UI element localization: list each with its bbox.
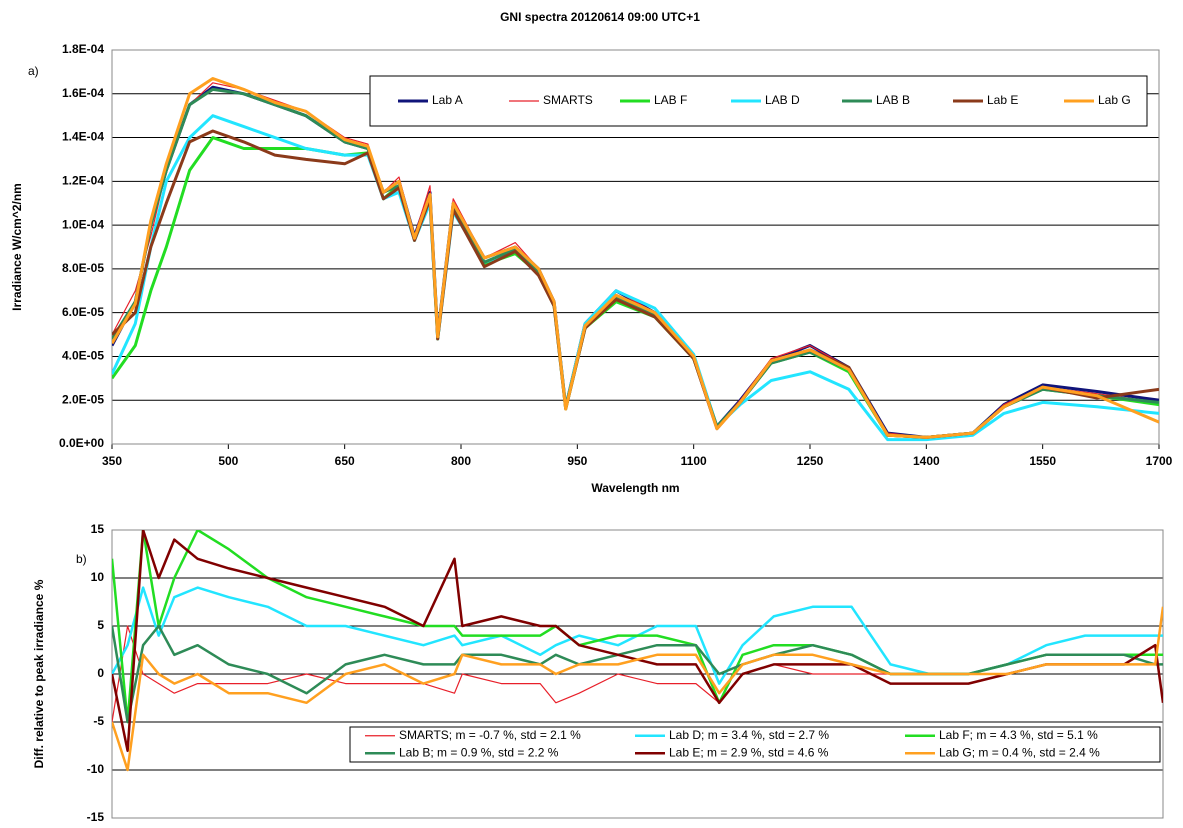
x-tick-label: 650 [335, 454, 355, 468]
x-tick-label: 950 [567, 454, 587, 468]
legend-label: Lab G [1098, 93, 1131, 107]
y-tick-label: 6.0E-05 [62, 305, 104, 319]
legend-label: LAB D [765, 93, 800, 107]
legend-label: LAB F [654, 93, 687, 107]
x-tick-label: 500 [218, 454, 238, 468]
x-tick-label: 1550 [1029, 454, 1056, 468]
data-line [112, 136, 1159, 439]
x-tick-label: 1250 [797, 454, 824, 468]
x-tick-label: 800 [451, 454, 471, 468]
x-tick-label: 1700 [1146, 454, 1173, 468]
legend-label: LAB B [876, 93, 910, 107]
y-tick-label: 5 [97, 618, 104, 632]
data-line [112, 87, 1159, 439]
legend-label: Lab E; m = 2.9 %, std = 4.6 % [669, 745, 829, 759]
plot-frame [111, 49, 1160, 445]
data-line [112, 129, 1159, 439]
y-tick-label: 8.0E-05 [62, 261, 104, 275]
legend-label: Lab B; m = 0.9 %, std = 2.2 % [399, 745, 559, 759]
panel-label: b) [76, 552, 87, 566]
y-tick-label: 4.0E-05 [62, 349, 104, 363]
y-tick-label: -5 [93, 714, 104, 728]
y-tick-label: 1.8E-04 [62, 42, 104, 56]
panel-label: a) [28, 64, 39, 78]
y-tick-label: 1.4E-04 [62, 130, 104, 144]
y-tick-label: 0 [97, 666, 104, 680]
legend-label: Lab A [432, 93, 463, 107]
data-line [112, 77, 1159, 439]
data-line [112, 85, 1159, 439]
legend-label: SMARTS [543, 93, 593, 107]
legend-label: Lab G; m = 0.4 %, std = 2.4 % [939, 745, 1100, 759]
y-tick-label: 1.6E-04 [62, 86, 104, 100]
data-line [112, 530, 1163, 753]
chart-title: GNI spectra 20120614 09:00 UTC+1 [500, 10, 700, 24]
x-tick-label: 350 [102, 454, 122, 468]
legend-label: SMARTS; m = -0.7 %, std = 2.1 % [399, 728, 581, 742]
y-tick-label: 1.2E-04 [62, 174, 104, 188]
x-axis-label: Wavelength nm [591, 481, 679, 495]
y-axis-label: Irradiance W/cm^2/nm [10, 183, 24, 311]
y-tick-label: 15 [91, 522, 105, 536]
y-axis-label: Diff. relative to peak irradiance % [32, 579, 46, 768]
x-tick-label: 1100 [681, 454, 707, 468]
y-tick-label: 10 [91, 570, 105, 584]
x-tick-label: 1400 [913, 454, 940, 468]
legend-label: Lab D; m = 3.4 %, std = 2.7 % [669, 728, 829, 742]
legend-box [349, 726, 1161, 763]
y-tick-label: -10 [87, 762, 105, 776]
data-line [112, 114, 1159, 442]
legend-label: Lab F; m = 4.3 %, std = 5.1 % [939, 728, 1098, 742]
legend-label: Lab E [987, 93, 1018, 107]
y-tick-label: 1.0E-04 [62, 217, 104, 231]
y-tick-label: 0.0E+00 [59, 436, 104, 450]
y-tick-label: -15 [87, 810, 105, 824]
data-line [112, 606, 1163, 772]
y-tick-label: 2.0E-05 [62, 392, 104, 406]
